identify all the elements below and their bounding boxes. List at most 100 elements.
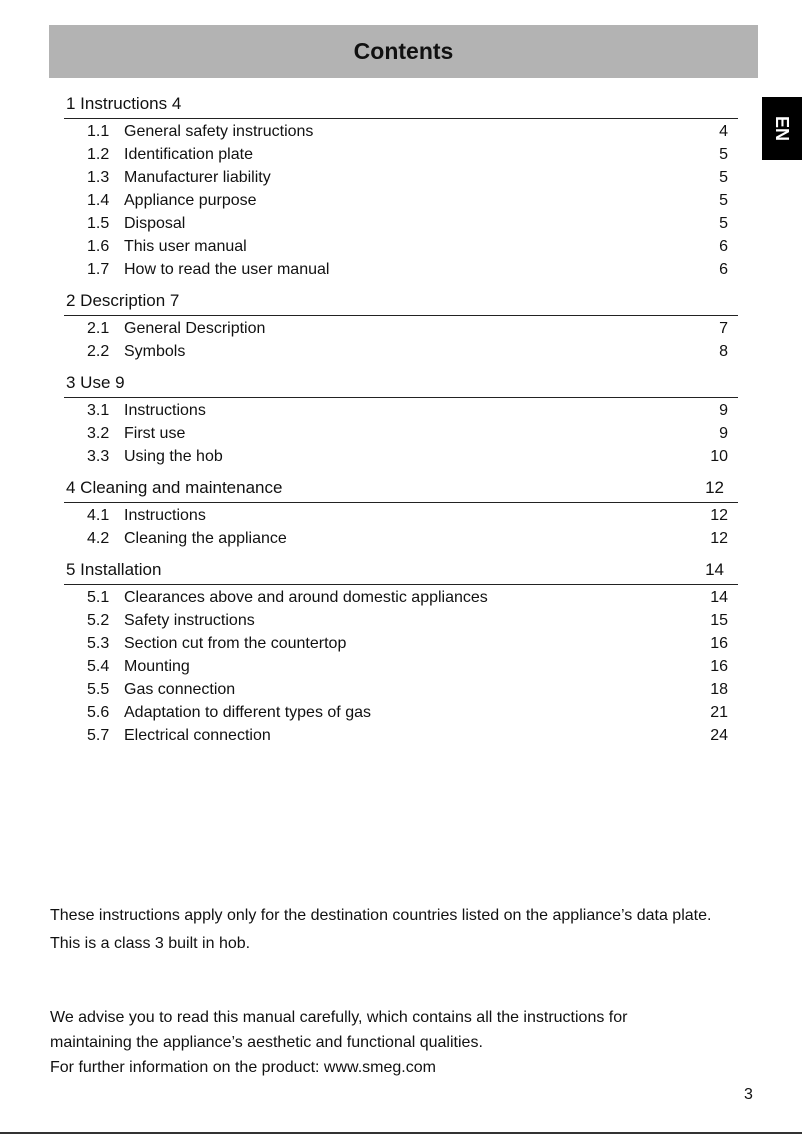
entry-title: First use (124, 425, 186, 442)
toc-section: 2 Description 7 2.1 General Description … (64, 291, 738, 363)
entry-page: 5 (719, 169, 728, 186)
toc-section-heading[interactable]: 2 Description 7 (64, 291, 738, 316)
entry-page: 16 (710, 658, 728, 675)
entry-title: Manufacturer liability (124, 169, 271, 186)
entry-page: 6 (719, 238, 728, 255)
entry-number: 1.7 (87, 261, 110, 278)
entry-page: 24 (710, 727, 728, 744)
toc-entry[interactable]: 1.6 This user manual 6 (64, 235, 738, 258)
entry-title: Disposal (124, 215, 186, 232)
section-title: 5 Installation (66, 560, 162, 579)
entry-number: 2.2 (87, 343, 110, 360)
entry-title: General Description (124, 320, 266, 337)
toc-entry[interactable]: 5.7 Electrical connection 24 (64, 724, 738, 747)
toc-entry[interactable]: 1.1 General safety instructions 4 (64, 120, 738, 143)
page-title: Contents (353, 38, 454, 64)
language-label: EN (772, 115, 793, 142)
bottom-rule (0, 1132, 802, 1134)
entry-title: Cleaning the appliance (124, 530, 287, 547)
entry-title: How to read the user manual (124, 261, 330, 278)
entry-page: 12 (710, 507, 728, 524)
toc-entry[interactable]: 4.2 Cleaning the appliance 12 (64, 527, 738, 550)
toc-entry[interactable]: 1.7 How to read the user manual 6 (64, 258, 738, 281)
toc-section: 1 Instructions 4 1.1 General safety inst… (64, 94, 738, 281)
language-tab: EN (762, 97, 802, 160)
toc-entry[interactable]: 3.1 Instructions 9 (64, 399, 738, 422)
table-of-contents: 1 Instructions 4 1.1 General safety inst… (64, 94, 738, 747)
entry-number: 3.2 (87, 425, 110, 442)
entry-number: 5.6 (87, 704, 110, 721)
toc-section: 4 Cleaning and maintenance 12 4.1 Instru… (64, 478, 738, 550)
contents-title-bar: Contents (49, 25, 758, 78)
entry-number: 5.1 (87, 589, 110, 606)
entry-page: 14 (710, 589, 728, 606)
entry-page: 8 (719, 343, 728, 360)
entry-page: 15 (710, 612, 728, 629)
entry-title: Appliance purpose (124, 192, 257, 209)
entry-title: This user manual (124, 238, 247, 255)
entry-title: Instructions (124, 402, 206, 419)
entry-page: 5 (719, 192, 728, 209)
entry-title: Symbols (124, 343, 186, 360)
entry-number: 1.6 (87, 238, 110, 255)
entry-page: 5 (719, 215, 728, 232)
entry-title: Clearances above and around domestic app… (124, 589, 488, 606)
entry-title: Section cut from the countertop (124, 635, 347, 652)
toc-entry[interactable]: 1.3 Manufacturer liability 5 (64, 166, 738, 189)
entry-number: 1.5 (87, 215, 110, 232)
toc-entry[interactable]: 1.4 Appliance purpose 5 (64, 189, 738, 212)
entry-title: Safety instructions (124, 612, 255, 629)
section-title: 4 Cleaning and maintenance (66, 478, 283, 497)
entry-number: 2.1 (87, 320, 110, 337)
toc-entry[interactable]: 2.2 Symbols 8 (64, 340, 738, 363)
toc-entry[interactable]: 2.1 General Description 7 (64, 317, 738, 340)
entry-page: 21 (710, 704, 728, 721)
entry-page: 9 (719, 425, 728, 442)
entry-page: 6 (719, 261, 728, 278)
toc-section-heading[interactable]: 3 Use 9 (64, 373, 738, 398)
toc-entry[interactable]: 5.4 Mounting 16 (64, 655, 738, 678)
toc-entry[interactable]: 3.2 First use 9 (64, 422, 738, 445)
toc-entry[interactable]: 4.1 Instructions 12 (64, 504, 738, 527)
toc-entry[interactable]: 5.6 Adaptation to different types of gas… (64, 701, 738, 724)
toc-section: 3 Use 9 3.1 Instructions 9 3.2 First use… (64, 373, 738, 468)
entry-page: 12 (710, 530, 728, 547)
entry-number: 5.7 (87, 727, 110, 744)
entry-title: General safety instructions (124, 123, 314, 140)
section-title: 3 Use 9 (66, 373, 125, 392)
entry-title: Identification plate (124, 146, 253, 163)
toc-entry[interactable]: 1.5 Disposal 5 (64, 212, 738, 235)
entry-number: 1.3 (87, 169, 110, 186)
entry-page: 9 (719, 402, 728, 419)
page-number: 3 (744, 1086, 753, 1103)
toc-entry[interactable]: 5.5 Gas connection 18 (64, 678, 738, 701)
toc-entry[interactable]: 5.2 Safety instructions 15 (64, 609, 738, 632)
entry-number: 1.2 (87, 146, 110, 163)
entry-page: 18 (710, 681, 728, 698)
note-advise: We advise you to read this manual carefu… (50, 1009, 628, 1051)
section-title: 2 Description 7 (66, 291, 180, 310)
toc-entry[interactable]: 5.1 Clearances above and around domestic… (64, 586, 738, 609)
entry-page: 4 (719, 123, 728, 140)
entry-number: 4.1 (87, 507, 110, 524)
entry-number: 4.2 (87, 530, 110, 547)
section-page: 14 (705, 560, 724, 579)
entry-title: Gas connection (124, 681, 236, 698)
entry-title: Electrical connection (124, 727, 271, 744)
toc-section-heading[interactable]: 4 Cleaning and maintenance 12 (64, 478, 738, 503)
entry-page: 16 (710, 635, 728, 652)
toc-entry[interactable]: 3.3 Using the hob 10 (64, 445, 738, 468)
entry-number: 5.5 (87, 681, 110, 698)
entry-title: Using the hob (124, 448, 223, 465)
toc-entry[interactable]: 1.2 Identification plate 5 (64, 143, 738, 166)
toc-entry[interactable]: 5.3 Section cut from the countertop 16 (64, 632, 738, 655)
entry-number: 5.4 (87, 658, 110, 675)
entry-number: 5.3 (87, 635, 110, 652)
entry-title: Adaptation to different types of gas (124, 704, 371, 721)
note-website: For further information on the product: … (50, 1059, 436, 1076)
toc-section: 5 Installation 14 5.1 Clearances above a… (64, 560, 738, 747)
entry-number: 1.4 (87, 192, 110, 209)
toc-section-heading[interactable]: 1 Instructions 4 (64, 94, 738, 119)
toc-section-heading[interactable]: 5 Installation 14 (64, 560, 738, 585)
entry-title: Mounting (124, 658, 190, 675)
